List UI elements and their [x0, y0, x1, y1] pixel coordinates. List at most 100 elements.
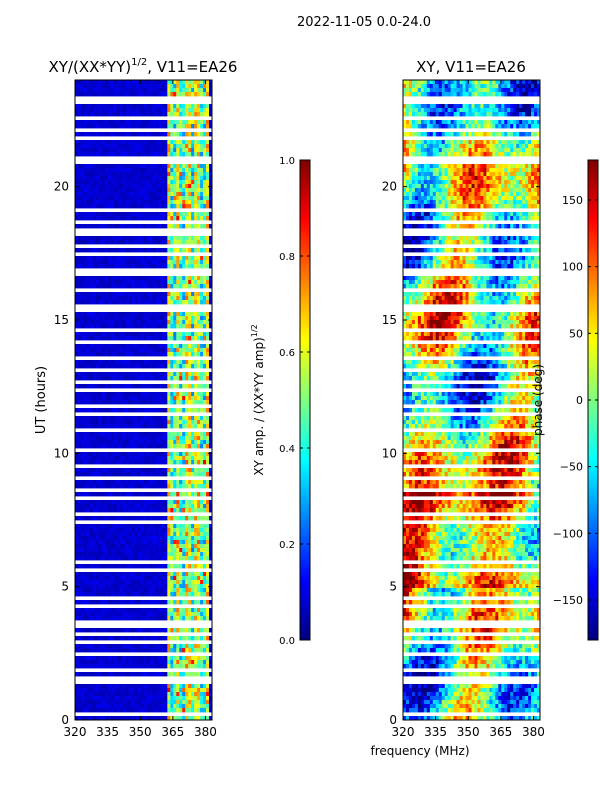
amp-cell: [113, 420, 118, 425]
amp-cell: [116, 192, 121, 197]
amp-cell: [95, 264, 100, 269]
amp-cell: [194, 492, 198, 497]
amp-cell: [206, 352, 210, 357]
amp-cell: [185, 256, 189, 261]
amp-cell: [185, 556, 189, 561]
amp-cell: [155, 224, 159, 229]
amp-cell: [110, 104, 115, 109]
amp-cell: [125, 148, 130, 153]
amp-cell: [155, 316, 159, 321]
amp-cell: [158, 456, 162, 461]
amp-cell: [203, 484, 207, 489]
amp-cell: [206, 336, 210, 341]
amp-cell: [137, 452, 141, 457]
amp-cell: [80, 420, 85, 425]
amp-cell: [110, 552, 115, 557]
amp-cell: [194, 584, 198, 589]
amp-cell: [119, 196, 124, 201]
amp-cell: [86, 212, 91, 217]
amp-cell: [176, 452, 180, 457]
amp-cell: [185, 436, 189, 441]
amp-cell: [92, 492, 97, 497]
amp-cell: [203, 456, 207, 461]
amp-cell: [206, 692, 210, 697]
amp-cell: [191, 240, 195, 245]
amp-cell: [134, 168, 138, 173]
amp-cell: [179, 688, 183, 693]
amp-cell: [200, 612, 204, 617]
amp-cell: [173, 264, 177, 269]
amp-cell: [119, 576, 124, 581]
amp-cell: [170, 92, 174, 97]
amp-cell: [83, 420, 88, 425]
amp-cell: [143, 296, 147, 301]
amp-cell: [98, 408, 103, 413]
amp-cell: [77, 524, 82, 529]
amp-cell: [131, 572, 135, 577]
amp-cell: [149, 524, 153, 529]
amp-cell: [122, 484, 127, 489]
amp-cell: [200, 616, 204, 621]
amp-cell: [155, 348, 159, 353]
amp-cell: [110, 324, 115, 329]
amp-cell: [209, 600, 212, 605]
amp-cell: [98, 648, 103, 653]
amp-cell: [89, 472, 94, 477]
amp-cell: [143, 164, 147, 169]
amp-cell: [182, 416, 186, 421]
amp-cell: [110, 612, 115, 617]
amp-cell: [191, 92, 195, 97]
amp-cell: [77, 256, 82, 261]
amp-cell: [122, 540, 127, 545]
amp-cell: [137, 692, 141, 697]
amp-cell: [140, 188, 144, 193]
amp-cell: [188, 324, 192, 329]
amp-cell: [161, 440, 165, 445]
amp-cell: [152, 540, 156, 545]
amp-cell: [140, 608, 144, 613]
amp-cell: [134, 172, 138, 177]
amp-cell: [200, 344, 204, 349]
amp-cell: [101, 92, 106, 97]
amp-cell: [158, 468, 162, 473]
amp-cell: [128, 444, 132, 449]
amp-cell: [194, 540, 198, 545]
amp-cell: [101, 176, 106, 181]
amp-cell: [134, 552, 138, 557]
amp-cell: [107, 416, 112, 421]
amp-cell: [158, 240, 162, 245]
amp-cell: [206, 672, 210, 677]
amp-cell: [167, 524, 171, 529]
amp-cell: [116, 152, 121, 157]
amp-cell: [200, 424, 204, 429]
amp-cell: [155, 164, 159, 169]
amp-cell: [152, 460, 156, 465]
amp-cell: [185, 456, 189, 461]
amp-cell: [110, 576, 115, 581]
amp-cell: [134, 504, 138, 509]
amp-cell: [140, 184, 144, 189]
amp-cell: [110, 360, 115, 365]
amp-cell: [107, 180, 112, 185]
amp-cell: [101, 644, 106, 649]
amp-cell: [110, 572, 115, 577]
amp-cell: [149, 692, 153, 697]
amp-cell: [92, 692, 97, 697]
amp-cell: [170, 204, 174, 209]
amp-cell: [203, 400, 207, 405]
amp-cell: [89, 216, 94, 221]
amp-cell: [125, 124, 130, 129]
amp-cell: [86, 576, 91, 581]
amp-cell: [197, 688, 201, 693]
amp-cell: [113, 528, 118, 533]
amp-cell: [197, 396, 201, 401]
amp-cell: [185, 172, 189, 177]
amp-cell: [188, 276, 192, 281]
amp-cell: [116, 484, 121, 489]
amp-cell: [161, 432, 165, 437]
amp-cell: [95, 300, 100, 305]
amp-cell: [185, 260, 189, 265]
amp-cell: [173, 444, 177, 449]
amp-cell: [158, 344, 162, 349]
amp-cell: [140, 628, 144, 633]
